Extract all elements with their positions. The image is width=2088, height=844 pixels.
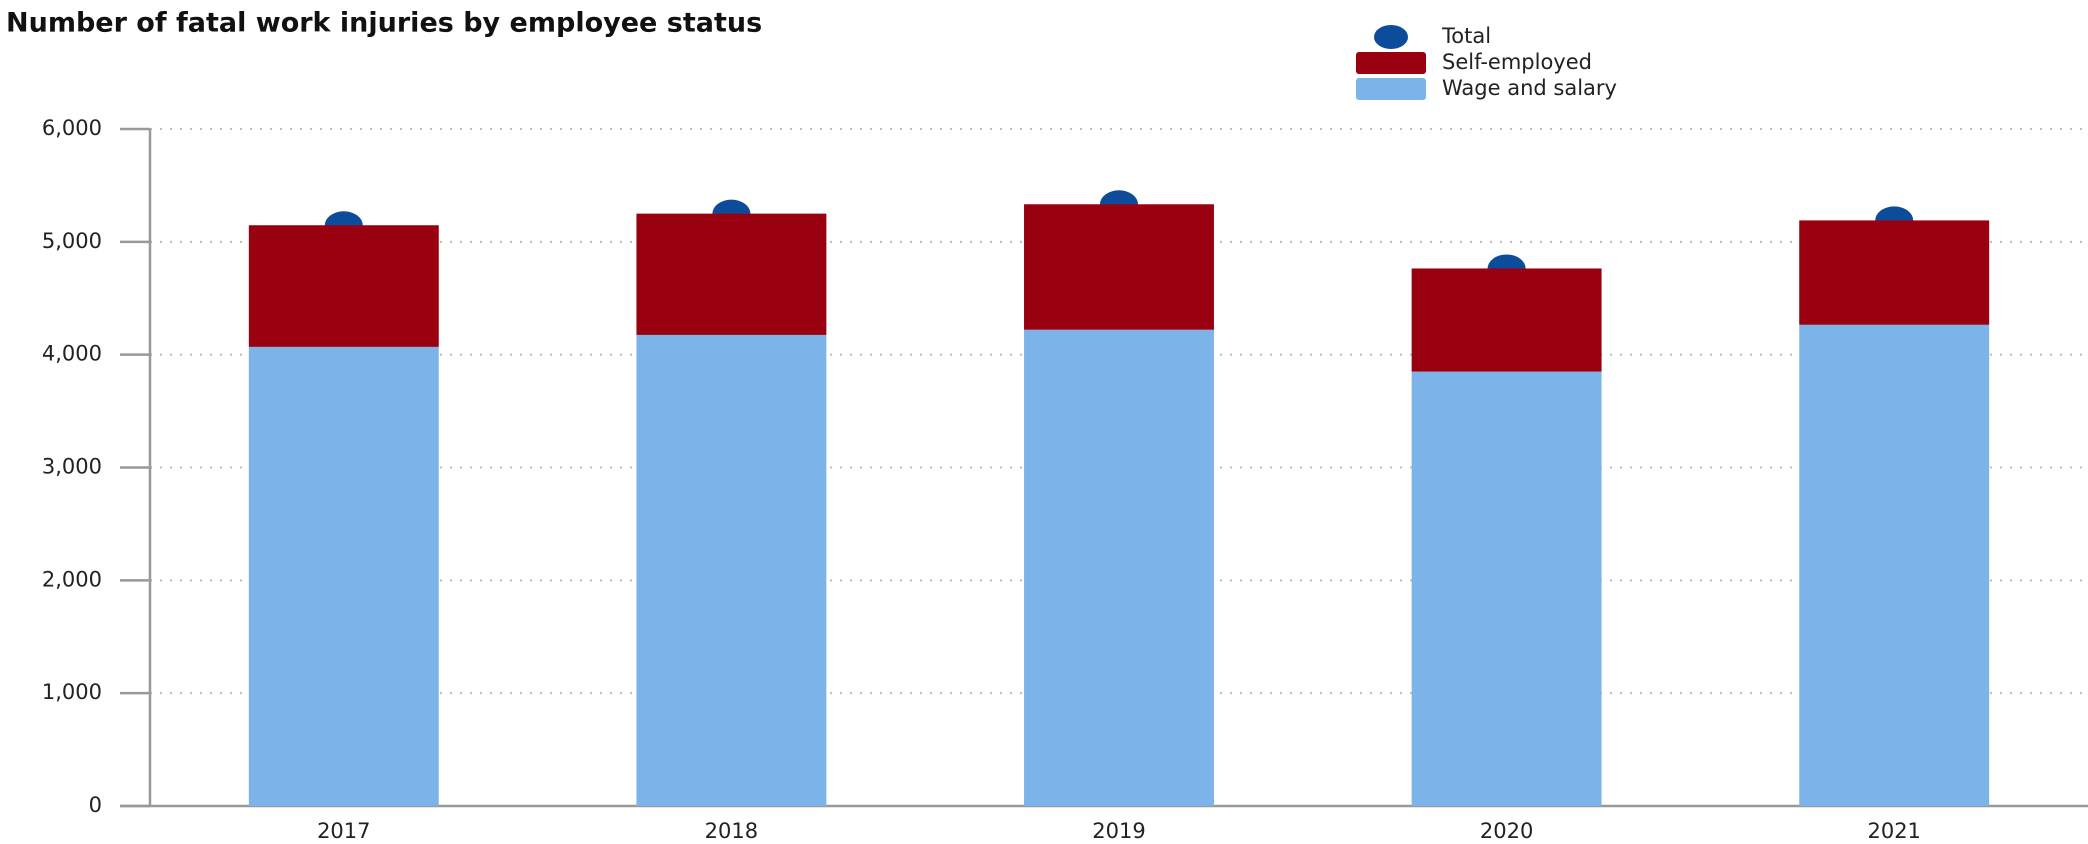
bar-segment	[636, 213, 827, 335]
bar-segment	[248, 225, 439, 347]
bar-segment	[1411, 371, 1602, 806]
bar-segment	[1024, 204, 1214, 330]
y-tick-label: 2,000	[42, 567, 102, 591]
y-tick-label: 3,000	[42, 455, 102, 479]
y-tick-label: 0	[89, 793, 102, 817]
x-tick-label: 2017	[317, 819, 370, 843]
y-tick-label: 5,000	[42, 229, 102, 253]
y-tick-label: 4,000	[42, 342, 102, 366]
x-tick-label: 2018	[705, 819, 758, 843]
x-tick-label: 2021	[1867, 819, 1920, 843]
legend-marker	[1356, 52, 1426, 74]
legend-marker	[1374, 25, 1408, 49]
x-tick-label: 2020	[1480, 819, 1533, 843]
x-tick-label: 2019	[1092, 819, 1145, 843]
bar-segment	[1799, 220, 1990, 325]
bar-segment	[636, 334, 827, 806]
bar-segment	[1024, 329, 1214, 806]
bar-segment	[248, 346, 439, 806]
legend-label: Total	[1441, 24, 1491, 48]
y-tick-label: 6,000	[42, 116, 102, 140]
legend-label: Self-employed	[1442, 50, 1592, 74]
chart-title: Number of fatal work injuries by employe…	[6, 8, 762, 39]
bar-segment	[1411, 268, 1602, 372]
y-tick-label: 1,000	[42, 680, 102, 704]
bar-segment	[1799, 324, 1990, 806]
legend-label: Wage and salary	[1442, 76, 1617, 100]
legend-marker	[1356, 78, 1426, 100]
